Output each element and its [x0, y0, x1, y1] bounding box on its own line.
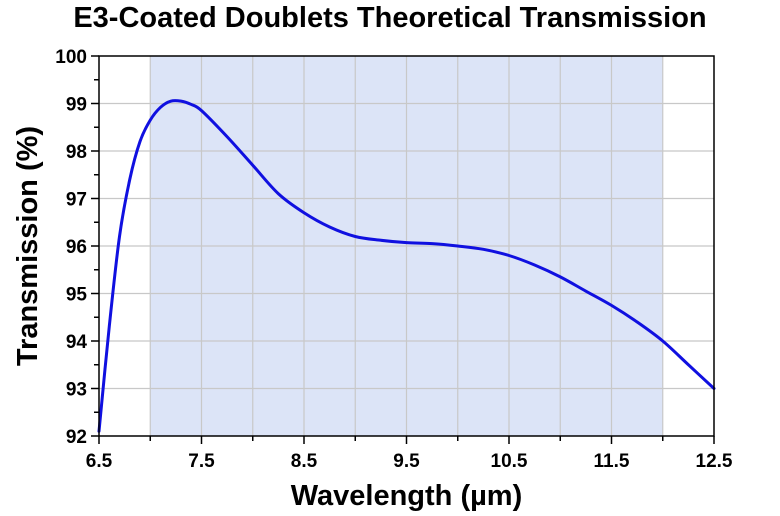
x-tick-label: 11.5 [594, 451, 630, 472]
y-axis-title: Transmission (%) [12, 126, 44, 366]
x-tick-label: 8.5 [291, 451, 318, 472]
x-tick-label: 7.5 [188, 451, 215, 472]
y-tick-label: 97 [66, 190, 87, 211]
x-tick-label: 9.5 [393, 451, 420, 472]
y-tick-label: 98 [66, 142, 87, 163]
plot-frame [98, 55, 715, 437]
x-tick-label: 12.5 [696, 451, 733, 472]
y-tick-label: 93 [66, 380, 87, 401]
y-tick-label: 99 [66, 95, 87, 116]
y-tick-label: 96 [66, 237, 87, 258]
transmission-curve [97, 99, 716, 433]
x-axis-title: Wavelength (µm) [291, 480, 523, 512]
chart-title: E3-Coated Doublets Theoretical Transmiss… [73, 2, 707, 34]
y-tick-label: 92 [66, 427, 87, 448]
y-tick-label: 95 [66, 285, 88, 306]
x-tick-label: 6.5 [86, 451, 113, 472]
y-tick-label: 94 [66, 332, 88, 353]
x-tick-label: 10.5 [491, 451, 528, 472]
y-tick-label: 100 [55, 47, 87, 68]
